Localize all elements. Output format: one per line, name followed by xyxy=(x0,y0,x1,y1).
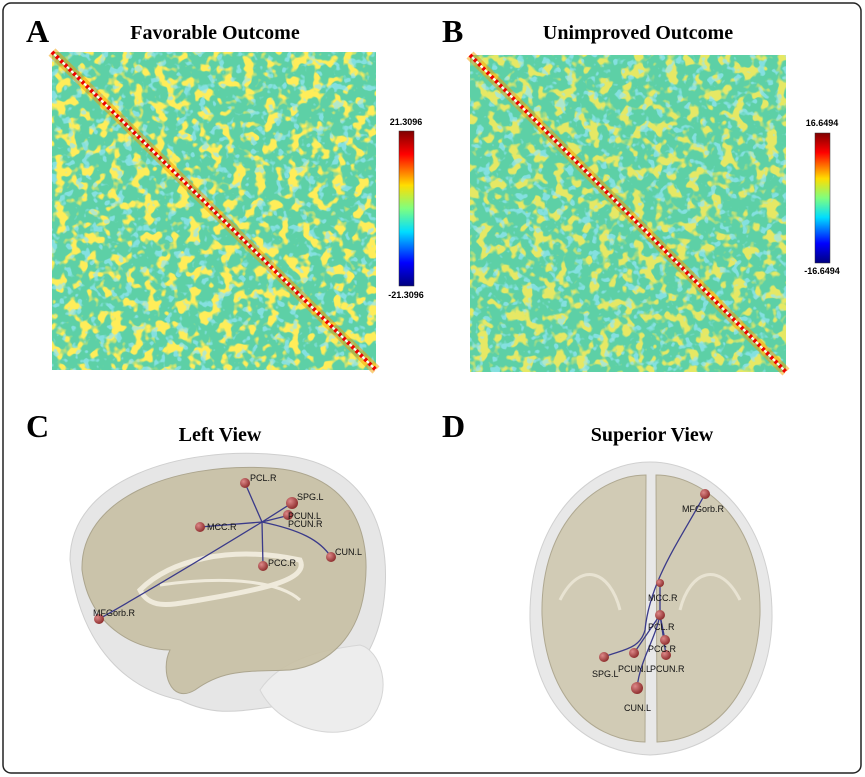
heatmap xyxy=(48,48,380,374)
node-label: PCUN.L xyxy=(288,511,321,521)
panel-letter: D xyxy=(442,408,465,444)
colorbar-max: 16.6494 xyxy=(806,118,839,128)
panel-title: Unimproved Outcome xyxy=(543,22,733,44)
node-label: MFGorb.R xyxy=(93,608,136,618)
node-label: CUN.L xyxy=(624,703,651,713)
colorbar xyxy=(398,130,415,287)
brain-superior xyxy=(529,461,773,756)
panel-title: Favorable Outcome xyxy=(130,22,300,44)
node-label: PCC.R xyxy=(268,558,297,568)
node-label: PCC.R xyxy=(648,644,677,654)
node-label: MCC.R xyxy=(648,593,678,603)
panel-letter: C xyxy=(26,408,49,444)
node-label: CUN.L xyxy=(335,547,362,557)
node-label: MFGorb.R xyxy=(682,504,725,514)
node-label: PCUN.R xyxy=(650,664,685,674)
node-label: PCUN.L xyxy=(618,664,651,674)
brain-left xyxy=(69,452,387,733)
colorbar-min: -16.6494 xyxy=(804,266,840,276)
panel-letter: B xyxy=(442,13,463,49)
colorbar xyxy=(814,132,831,264)
colorbar-min: -21.3096 xyxy=(388,290,424,300)
node-label: PCL.R xyxy=(250,473,277,483)
nodes xyxy=(94,478,336,624)
colorbar-max: 21.3096 xyxy=(390,117,423,127)
heatmap xyxy=(466,51,790,376)
node-label: PCUN.R xyxy=(288,519,323,529)
panel-title: Left View xyxy=(179,424,262,446)
nodes xyxy=(599,489,710,694)
node-label: SPG.L xyxy=(297,492,324,502)
panel-title: Superior View xyxy=(591,424,714,446)
node-label: MCC.R xyxy=(207,522,237,532)
node-label: SPG.L xyxy=(592,669,619,679)
panel-letter: A xyxy=(26,13,49,49)
node-label: PCL.R xyxy=(648,622,675,632)
